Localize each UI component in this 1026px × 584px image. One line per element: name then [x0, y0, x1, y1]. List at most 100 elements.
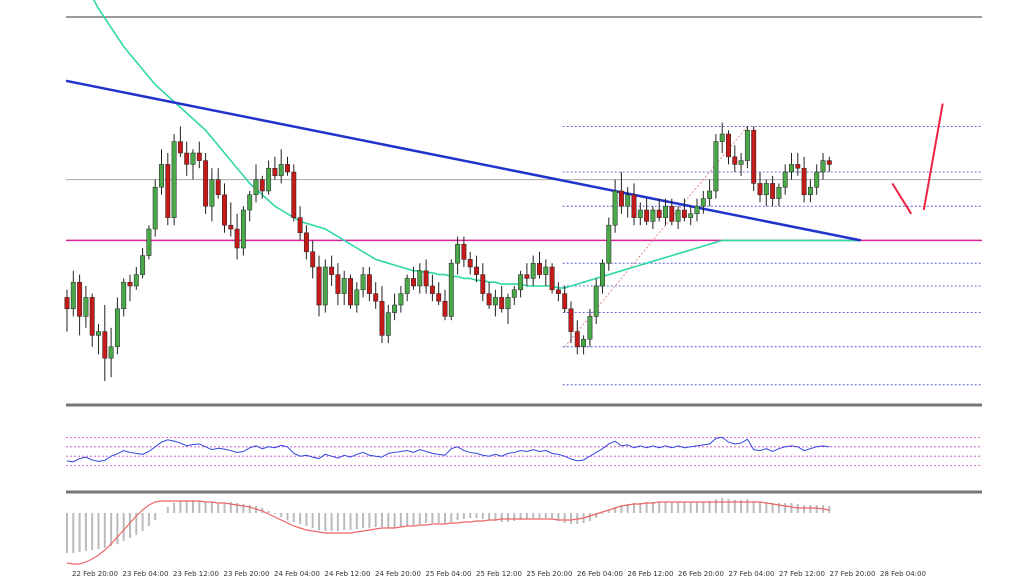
bull-candle	[417, 263, 423, 294]
bull-candle	[688, 206, 694, 226]
bear-candle	[757, 172, 763, 203]
bull-candle	[612, 179, 618, 233]
x-tick-label: 27 Feb 04:00	[729, 570, 775, 578]
candle-body	[140, 255, 146, 275]
bear-candle	[461, 236, 467, 267]
candle-body	[64, 297, 70, 310]
bull-candle	[404, 274, 410, 302]
bull-candle	[505, 293, 511, 324]
candle-body	[801, 167, 807, 196]
bear-candle	[770, 175, 776, 207]
candle-body	[789, 164, 794, 173]
bear-candle	[259, 175, 265, 199]
candle-body	[83, 297, 89, 317]
candle-body	[461, 243, 467, 260]
bear-candle	[562, 286, 568, 313]
bear-candle	[316, 255, 322, 317]
candle-body	[581, 338, 587, 348]
bear-candle	[196, 141, 202, 169]
projection-line	[922, 103, 944, 211]
bull-candle	[606, 217, 612, 271]
time-axis: 22 Feb 20:00 23 Feb 04:00 23 Feb 12:00 23 F…	[72, 570, 926, 578]
candle-body	[814, 171, 820, 188]
candle-body	[807, 186, 813, 196]
candle-body	[114, 308, 120, 348]
bear-candle	[467, 251, 473, 275]
candle-body	[228, 224, 234, 230]
candle-body	[341, 278, 347, 294]
candle-body	[776, 186, 782, 199]
candle-body	[108, 346, 114, 359]
bear-candle	[524, 263, 530, 286]
bear-candle	[795, 153, 801, 176]
bull-candle	[209, 168, 215, 222]
candle-body	[297, 217, 303, 234]
bear-candle	[411, 267, 416, 290]
candle-body	[448, 262, 454, 317]
candle-body	[266, 167, 272, 192]
x-tick-label: 26 Feb 12:00	[628, 570, 674, 578]
candle-body	[537, 262, 542, 275]
bull-candle	[675, 206, 681, 229]
candle-body	[820, 160, 826, 173]
bull-candle	[744, 126, 750, 169]
x-tick-label: 27 Feb 20:00	[830, 570, 876, 578]
candle-body	[757, 183, 763, 196]
candle-body	[555, 289, 561, 294]
candle-body	[455, 243, 461, 264]
candle-body	[524, 274, 530, 279]
bull-candle	[663, 198, 668, 226]
candle-body	[404, 278, 410, 294]
candle-body	[625, 194, 631, 207]
bear-candle	[732, 145, 738, 172]
candle-body	[215, 179, 221, 196]
candle-body	[77, 281, 83, 317]
x-tick-label: 25 Feb 12:00	[476, 570, 522, 578]
x-tick-label: 24 Feb 04:00	[274, 570, 320, 578]
bull-candle	[121, 278, 127, 317]
candle-body	[474, 266, 479, 275]
candle-body	[303, 232, 309, 253]
bear-candle	[442, 289, 448, 321]
candle-body	[102, 331, 108, 359]
bull-candle	[807, 179, 813, 203]
moving-average-line	[92, 0, 861, 289]
candle-body	[568, 308, 574, 332]
bull-candle	[133, 267, 139, 290]
bear-candle	[234, 213, 240, 260]
bull-candle	[171, 134, 177, 226]
bull-candle	[385, 305, 391, 343]
candle-body	[159, 164, 164, 188]
bull-candle	[322, 259, 328, 313]
candle-body	[329, 266, 335, 275]
x-tick-label: 27 Feb 12:00	[779, 570, 825, 578]
candle-body	[272, 167, 278, 177]
rsi-line	[66, 436, 830, 463]
candle-body	[398, 293, 404, 306]
candle-body	[637, 209, 643, 218]
bull-candle	[247, 191, 253, 222]
bear-candle	[165, 153, 171, 226]
bear-candle	[726, 130, 731, 165]
candle-body	[593, 285, 599, 317]
bear-candle	[303, 225, 309, 260]
candle-body	[612, 190, 618, 226]
bull-candle	[448, 259, 454, 321]
candle-body	[707, 190, 713, 199]
bear-candle	[474, 255, 479, 283]
bear-candle	[291, 164, 297, 222]
candle-body	[543, 266, 549, 275]
candle-body	[146, 228, 152, 256]
bear-candle	[644, 198, 650, 226]
candle-body	[379, 300, 385, 336]
candle-body	[826, 160, 832, 165]
bull-candle	[738, 153, 744, 176]
fib-connector-line	[564, 126, 748, 348]
candle-body	[663, 205, 668, 218]
candle-body	[518, 274, 524, 291]
bull-candle	[789, 153, 794, 180]
bull-candle	[392, 293, 398, 321]
candle-body	[688, 213, 694, 218]
candle-body	[133, 274, 139, 287]
